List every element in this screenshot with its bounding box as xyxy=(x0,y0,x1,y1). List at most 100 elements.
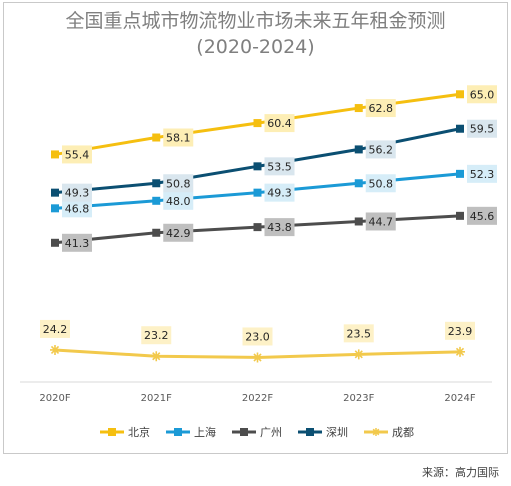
legend-label: 广州 xyxy=(260,426,282,439)
data-label: 58.1 xyxy=(166,132,191,145)
data-label-bg xyxy=(264,183,295,202)
data-label-bg xyxy=(264,218,295,237)
data-label: 41.3 xyxy=(65,237,90,250)
legend: 北京 上海 广州 深圳 成都 xyxy=(100,425,414,439)
data-point xyxy=(456,211,464,220)
data-point xyxy=(253,119,262,128)
series-北京: 55.4 58.1 60.4 62.8 65.0 xyxy=(51,85,497,164)
data-label: 45.6 xyxy=(470,210,495,223)
data-label-bg xyxy=(62,199,92,218)
data-label: 55.4 xyxy=(65,148,90,161)
legend-marker xyxy=(174,428,182,436)
legend-label: 上海 xyxy=(194,425,216,439)
data-label: 49.3 xyxy=(267,187,292,200)
data-label: 60.4 xyxy=(267,117,292,130)
data-label: 50.8 xyxy=(369,177,394,190)
data-label: 23.9 xyxy=(448,325,473,338)
data-label: 52.3 xyxy=(470,168,495,181)
legend-marker xyxy=(240,428,248,436)
data-label: 62.8 xyxy=(369,102,394,115)
legend-item-成都: 成都 xyxy=(364,426,414,439)
data-label: 23.0 xyxy=(245,330,270,343)
data-point xyxy=(354,217,363,226)
data-point xyxy=(354,179,363,188)
data-label-bg xyxy=(365,174,396,193)
series-深圳: 49.3 50.8 53.5 56.2 59.5 xyxy=(51,119,497,202)
data-label-bg xyxy=(467,119,497,138)
data-label: 23.5 xyxy=(347,327,372,340)
data-label-bg xyxy=(62,183,92,202)
legend-marker xyxy=(306,428,314,436)
title-line-2: (2020-2024) xyxy=(196,36,315,58)
legend-item-北京: 北京 xyxy=(100,425,150,439)
data-label: 23.2 xyxy=(144,329,169,342)
data-point xyxy=(151,351,162,362)
data-point xyxy=(456,169,464,178)
data-point xyxy=(152,133,161,142)
data-label-bg xyxy=(163,128,194,147)
data-point xyxy=(253,223,262,232)
data-label-bg xyxy=(467,85,497,104)
series-line xyxy=(54,127,461,195)
legend-marker xyxy=(372,428,380,436)
series-layer: 55.4 58.1 60.4 62.8 65.0 46.8 48.0 49.3 50.8 52.3… xyxy=(40,85,497,363)
data-point xyxy=(456,124,464,133)
legend-label: 成都 xyxy=(392,426,414,439)
series-广州: 41.3 42.9 43.8 44.7 45.6 xyxy=(51,206,497,252)
data-label: 44.7 xyxy=(369,215,394,228)
data-label: 59.5 xyxy=(470,123,495,136)
data-point xyxy=(252,352,263,363)
data-point xyxy=(152,228,161,237)
data-label: 53.5 xyxy=(267,160,292,173)
data-point xyxy=(51,238,59,247)
data-label-bg xyxy=(163,191,194,210)
x-tick-label: 2024F xyxy=(444,393,475,404)
legend-item-上海: 上海 xyxy=(166,425,216,439)
data-label-bg xyxy=(467,164,497,183)
data-point xyxy=(354,145,363,154)
data-label: 42.9 xyxy=(166,227,191,240)
data-label-bg xyxy=(62,145,92,164)
title-line-1: 全国重点城市物流物业市场未来五年租金预测 xyxy=(65,10,446,32)
x-tick-label: 2021F xyxy=(141,393,172,404)
data-point xyxy=(455,346,465,357)
data-label-bg xyxy=(163,223,194,242)
data-label: 50.8 xyxy=(166,177,191,190)
legend-item-广州: 广州 xyxy=(232,426,282,439)
x-axis: 2020F 2021F 2022F 2023F 2024F xyxy=(20,381,492,404)
x-tick-label: 2023F xyxy=(343,393,374,404)
data-label-bg xyxy=(242,327,273,346)
data-label: 24.2 xyxy=(43,323,68,336)
data-label: 49.3 xyxy=(65,187,90,200)
data-point xyxy=(253,188,262,197)
data-point xyxy=(51,150,59,159)
x-tick-label: 2020F xyxy=(39,393,70,404)
data-label-bg xyxy=(264,157,295,176)
data-point xyxy=(50,344,60,355)
data-point xyxy=(51,204,59,213)
data-label: 48.0 xyxy=(166,195,191,208)
data-label-bg xyxy=(445,321,475,340)
data-label-bg xyxy=(365,212,396,231)
data-label-bg xyxy=(365,99,396,118)
data-point xyxy=(152,179,161,188)
data-point xyxy=(354,104,363,113)
data-point xyxy=(456,90,464,99)
chart-title: 全国重点城市物流物业市场未来五年租金预测 (2020-2024) xyxy=(0,8,511,60)
data-label-bg xyxy=(467,206,497,225)
data-point xyxy=(152,196,161,205)
data-label: 43.8 xyxy=(267,221,292,234)
data-point xyxy=(253,162,262,171)
data-point xyxy=(51,188,59,197)
source-note: 来源：高力国际 xyxy=(422,466,499,479)
legend-marker xyxy=(108,428,116,436)
data-label-bg xyxy=(365,140,396,159)
x-tick-label: 2022F xyxy=(242,393,273,404)
data-label: 56.2 xyxy=(369,143,394,156)
data-label-bg xyxy=(141,326,172,345)
data-label-bg xyxy=(40,319,70,338)
legend-label: 深圳 xyxy=(326,426,348,439)
data-label: 46.8 xyxy=(65,202,90,215)
data-point xyxy=(353,349,364,360)
